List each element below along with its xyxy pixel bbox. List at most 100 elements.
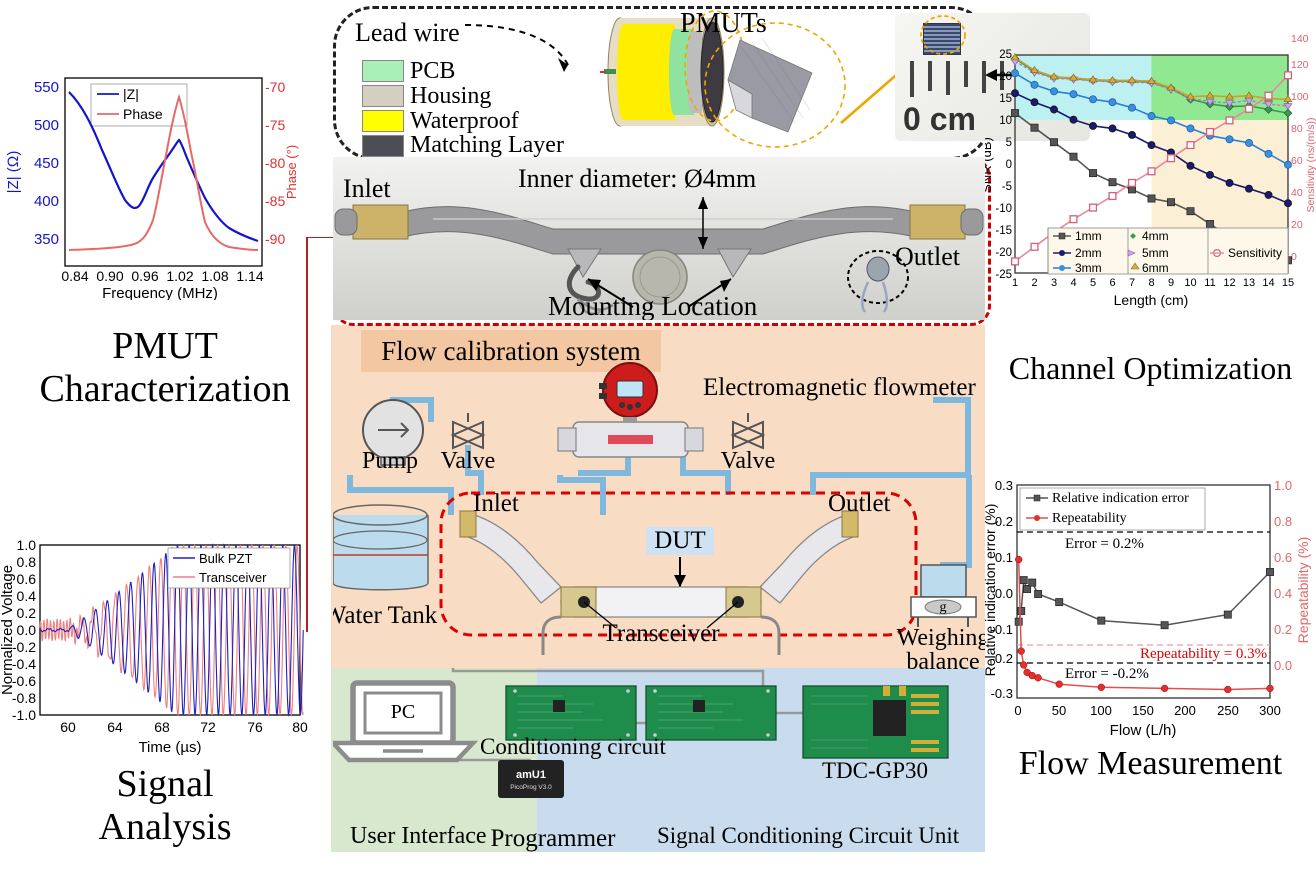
svg-text:120: 120 (1291, 59, 1309, 71)
svg-text:-80: -80 (265, 155, 285, 171)
svg-text:Outlet: Outlet (828, 490, 891, 517)
svg-text:Weighing: Weighing (897, 625, 985, 651)
svg-text:550: 550 (34, 79, 59, 96)
svg-text:40: 40 (1291, 187, 1303, 199)
svg-text:13: 13 (1243, 277, 1255, 289)
svg-text:64: 64 (107, 719, 123, 735)
svg-text:68: 68 (154, 719, 170, 735)
svg-text:300: 300 (1259, 703, 1281, 718)
svg-text:10: 10 (1184, 277, 1196, 289)
svg-text:Valve: Valve (441, 448, 496, 474)
svg-text:0.8: 0.8 (1274, 514, 1292, 529)
svg-text:-15: -15 (995, 225, 1012, 237)
svg-text:1.0: 1.0 (17, 537, 37, 553)
svg-text:400: 400 (34, 193, 59, 210)
svg-text:14: 14 (1262, 277, 1274, 289)
svg-text:Repeatability: Repeatability (1052, 511, 1127, 526)
svg-text:0.6: 0.6 (17, 571, 37, 587)
svg-text:Phase (°): Phase (°) (284, 145, 299, 199)
svg-text:0: 0 (1006, 159, 1012, 171)
svg-text:12: 12 (1223, 277, 1235, 289)
svg-text:Electromagnetic flowmeter: Electromagnetic flowmeter (703, 374, 976, 401)
svg-text:25: 25 (999, 49, 1012, 61)
svg-text:Programmer: Programmer (491, 825, 617, 852)
svg-text:0.0: 0.0 (1274, 658, 1292, 673)
svg-text:6: 6 (1109, 277, 1115, 289)
svg-text:|Z|: |Z| (123, 86, 139, 102)
svg-text:4: 4 (1070, 277, 1076, 289)
svg-text:Valve: Valve (721, 448, 776, 474)
svg-text:-10: -10 (995, 203, 1012, 215)
svg-text:0.90: 0.90 (96, 268, 123, 284)
svg-text:PicoProg V3.0: PicoProg V3.0 (510, 784, 552, 791)
svg-text:100: 100 (1090, 703, 1112, 718)
svg-text:7: 7 (1129, 277, 1135, 289)
svg-text:11: 11 (1204, 277, 1215, 289)
svg-text:80: 80 (1291, 123, 1303, 135)
svg-text:-20: -20 (995, 247, 1012, 259)
svg-text:Error = -0.2%: Error = -0.2% (1065, 666, 1149, 682)
svg-text:1.02: 1.02 (166, 268, 193, 284)
svg-text:0.8: 0.8 (17, 554, 37, 570)
svg-text:Relative indication error (%): Relative indication error (%) (985, 504, 998, 677)
svg-text:450: 450 (34, 155, 59, 172)
svg-text:0.0: 0.0 (17, 622, 37, 638)
svg-text:Transceiver: Transceiver (602, 620, 720, 647)
svg-text:9: 9 (1168, 277, 1174, 289)
svg-text:20: 20 (1291, 219, 1303, 231)
svg-text:Conditioning circuit: Conditioning circuit (480, 734, 667, 759)
svg-text:1.08: 1.08 (201, 268, 228, 284)
svg-text:Mounting Location: Mounting Location (548, 291, 758, 320)
svg-text:500: 500 (34, 117, 59, 134)
svg-text:3mm: 3mm (1075, 261, 1102, 275)
svg-text:0.4: 0.4 (17, 588, 37, 604)
svg-text:balance: balance (906, 649, 979, 670)
svg-text:50: 50 (1052, 703, 1066, 718)
svg-text:0.96: 0.96 (131, 268, 158, 284)
svg-text:200: 200 (1174, 703, 1196, 718)
svg-text:Inlet: Inlet (343, 174, 391, 203)
svg-text:15: 15 (999, 93, 1012, 105)
svg-text:Relative indication error: Relative indication error (1052, 491, 1189, 506)
svg-text:100: 100 (1291, 91, 1309, 103)
svg-text:2mm: 2mm (1075, 246, 1102, 260)
svg-text:Inner diameter: Ø4mm: Inner diameter: Ø4mm (518, 164, 756, 193)
svg-text:TDC-GP30: TDC-GP30 (822, 758, 928, 783)
svg-text:Sensitivity: Sensitivity (1228, 246, 1282, 260)
svg-text:4mm: 4mm (1142, 229, 1169, 243)
svg-text:5mm: 5mm (1142, 246, 1169, 260)
svg-text:-90: -90 (265, 231, 285, 247)
svg-text:0.84: 0.84 (61, 268, 88, 284)
svg-text:8: 8 (1148, 277, 1154, 289)
svg-text:-5: -5 (1002, 181, 1012, 193)
svg-text:Bulk PZT: Bulk PZT (199, 551, 253, 566)
svg-text:amU1: amU1 (516, 769, 546, 781)
svg-text:-70: -70 (265, 79, 285, 95)
svg-text:60: 60 (1291, 155, 1303, 167)
svg-text:1.14: 1.14 (236, 268, 263, 284)
svg-text:Pump: Pump (362, 448, 418, 474)
svg-text:Length (cm): Length (cm) (1114, 292, 1189, 308)
svg-text:76: 76 (247, 719, 263, 735)
svg-text:-1.0: -1.0 (12, 707, 36, 723)
svg-text:Transceiver: Transceiver (199, 570, 267, 585)
svg-text:0.4: 0.4 (1274, 586, 1292, 601)
svg-text:150: 150 (1132, 703, 1154, 718)
svg-text:350: 350 (34, 231, 59, 248)
svg-text:15: 15 (1282, 277, 1294, 289)
svg-text:Error = 0.2%: Error = 0.2% (1065, 536, 1144, 552)
svg-text:-25: -25 (995, 269, 1012, 281)
svg-text:0.2: 0.2 (1274, 622, 1292, 637)
svg-text:20: 20 (999, 71, 1012, 83)
svg-text:Sensitivity (ns/(m/s)): Sensitivity (ns/(m/s)) (1305, 117, 1316, 212)
svg-text:2: 2 (1031, 277, 1037, 289)
svg-text:SNR (dB): SNR (dB) (985, 137, 994, 193)
svg-text:60: 60 (60, 719, 76, 735)
svg-text:140: 140 (1291, 33, 1309, 45)
svg-text:10: 10 (999, 115, 1012, 127)
svg-text:Outlet: Outlet (895, 242, 961, 271)
svg-text:250: 250 (1217, 703, 1239, 718)
svg-text:Frequency (MHz): Frequency (MHz) (102, 285, 218, 300)
svg-text:5: 5 (1006, 137, 1012, 149)
svg-text:Water Tank: Water Tank (333, 602, 438, 629)
